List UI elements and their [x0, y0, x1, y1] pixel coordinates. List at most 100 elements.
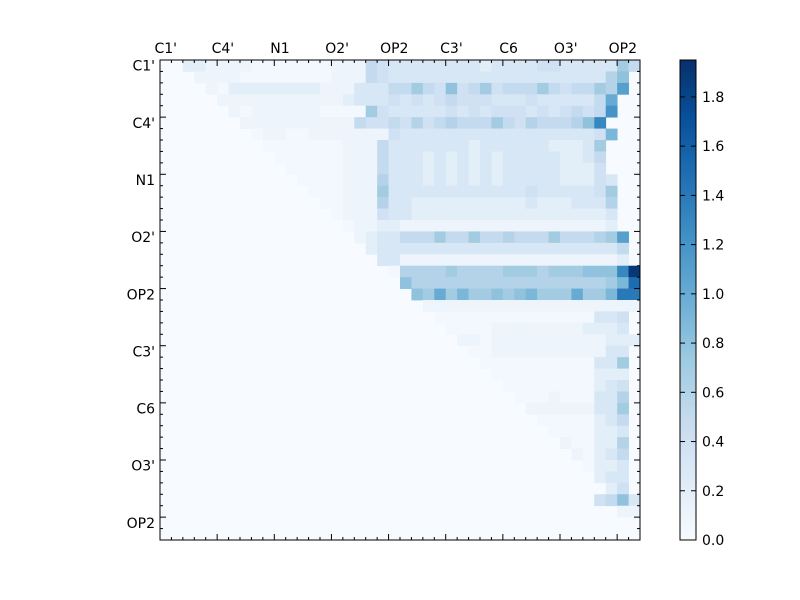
heatmap-cell: [388, 151, 401, 164]
heatmap-cell: [491, 140, 504, 152]
heatmap-cell: [560, 162, 572, 175]
heatmap-cell: [594, 448, 607, 461]
heatmap-cell: [514, 117, 527, 129]
heatmap-cell: [331, 71, 344, 84]
colorbar-tick-label: 1.2: [702, 238, 724, 254]
heatmap-cell: [457, 71, 469, 84]
x-tick-label: O3': [554, 41, 578, 57]
colorbar-tick-label: 0.8: [702, 336, 724, 352]
heatmap-cell: [605, 94, 618, 107]
heatmap-cell: [434, 265, 447, 278]
heatmap-cell: [617, 494, 629, 507]
heatmap-cell: [480, 265, 492, 278]
heatmap-cell: [480, 105, 492, 118]
heatmap-cell: [411, 128, 424, 141]
heatmap-cell: [468, 288, 481, 301]
heatmap-cell: [331, 60, 344, 72]
heatmap-cell: [582, 128, 595, 141]
heatmap-cell: [571, 82, 584, 95]
heatmap-cell: [594, 185, 607, 198]
heatmap-cell: [502, 151, 515, 164]
heatmap-cell: [617, 265, 629, 278]
heatmap-cell: [480, 254, 492, 267]
heatmap-cell: [480, 208, 492, 221]
heatmap-cell: [308, 162, 321, 175]
x-tick-label: N1: [270, 41, 289, 57]
heatmap-cell: [537, 174, 549, 187]
heatmap-cell: [411, 242, 424, 255]
heatmap-cell: [537, 117, 549, 129]
heatmap-cell: [617, 311, 629, 324]
heatmap-cell: [582, 71, 595, 84]
heatmap-cell: [377, 151, 389, 164]
heatmap-cell: [285, 128, 298, 141]
heatmap-cell: [445, 185, 458, 198]
heatmap-cell: [594, 437, 607, 449]
heatmap-cell: [605, 128, 618, 141]
heatmap-cell: [411, 231, 424, 244]
heatmap-cell: [525, 220, 538, 232]
heatmap-cell: [342, 151, 355, 164]
heatmap-cell: [354, 128, 367, 141]
heatmap-cell: [422, 94, 435, 107]
heatmap-cell: [342, 162, 355, 175]
heatmap-cell: [537, 162, 549, 175]
heatmap-cell: [502, 277, 515, 289]
heatmap-cell: [571, 254, 584, 267]
heatmap-cell: [480, 117, 492, 129]
heatmap-cell: [502, 288, 515, 301]
heatmap-cell: [457, 288, 469, 301]
heatmap-cell: [491, 128, 504, 141]
heatmap-cell: [365, 231, 378, 244]
heatmap-cell: [457, 185, 469, 198]
heatmap-cell: [320, 174, 332, 187]
heatmap-cell: [514, 140, 527, 152]
heatmap-cell: [457, 151, 469, 164]
heatmap-cell: [445, 265, 458, 278]
heatmap-cell: [594, 231, 607, 244]
heatmap-cell: [468, 82, 481, 95]
heatmap-cell: [617, 82, 629, 95]
heatmap-cell: [480, 140, 492, 152]
heatmap-cell: [514, 231, 527, 244]
heatmap-cell: [274, 105, 287, 118]
heatmap-cell: [502, 322, 515, 335]
heatmap-cell: [457, 208, 469, 221]
heatmap-cell: [594, 162, 607, 175]
heatmap-cell: [617, 380, 629, 392]
heatmap-cell: [228, 82, 241, 95]
heatmap-cell: [594, 391, 607, 404]
heatmap-cell: [365, 140, 378, 152]
heatmap-cell: [422, 151, 435, 164]
heatmap-cell: [308, 94, 321, 107]
heatmap-cell: [594, 402, 607, 415]
heatmap-cell: [365, 162, 378, 175]
heatmap-cell: [274, 117, 287, 129]
heatmap-cell: [560, 185, 572, 198]
heatmap-cell: [571, 311, 584, 324]
heatmap-cell: [365, 208, 378, 221]
heatmap-cell: [468, 162, 481, 175]
heatmap-cell: [365, 151, 378, 164]
heatmap-cell: [388, 185, 401, 198]
heatmap-cell: [411, 220, 424, 232]
heatmap-cell: [594, 414, 607, 427]
heatmap-cell: [514, 334, 527, 347]
heatmap-cell: [594, 208, 607, 221]
heatmap-cell: [548, 197, 561, 209]
heatmap-cell: [605, 448, 618, 461]
heatmap-cell: [285, 60, 298, 72]
heatmap-cell: [605, 265, 618, 278]
heatmap-cell: [365, 174, 378, 187]
heatmap-cell: [617, 322, 629, 335]
heatmap-cell: [480, 242, 492, 255]
heatmap-cell: [514, 174, 527, 187]
heatmap-cell: [308, 128, 321, 141]
heatmap-cell: [468, 300, 481, 312]
heatmap-cell: [594, 471, 607, 484]
heatmap-cell: [480, 277, 492, 289]
heatmap-cell: [400, 162, 412, 175]
heatmap-cell: [274, 140, 287, 152]
heatmap-cell: [388, 105, 401, 118]
heatmap-cell: [548, 128, 561, 141]
